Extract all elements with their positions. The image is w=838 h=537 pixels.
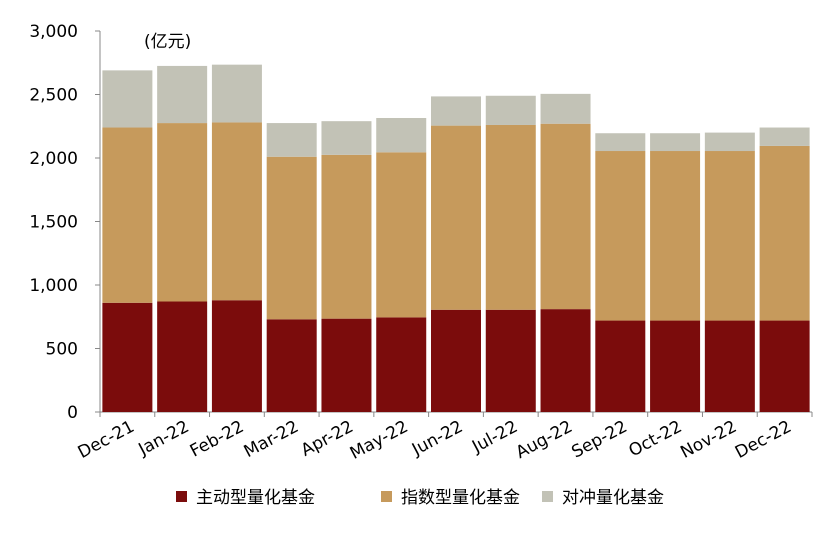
legend-label: 主动型量化基金	[196, 488, 315, 508]
x-tick-label: Jun-22	[408, 417, 466, 461]
bar-segment	[431, 309, 481, 412]
bar-segment	[540, 123, 591, 310]
x-tick-label: Oct-22	[626, 417, 686, 461]
x-tick-label: Dec-22	[732, 417, 795, 463]
bar-segment	[321, 318, 372, 412]
bar-segment	[157, 65, 208, 124]
bar-segment	[211, 64, 262, 123]
bars	[102, 64, 810, 412]
legend-swatch	[542, 491, 553, 502]
bar-segment	[595, 151, 646, 321]
y-tick-labels: 0 500 1,000 1,500 2,000 2,500 3,000	[29, 22, 78, 423]
bar-segment	[376, 152, 427, 318]
x-tick-label: Jul-22	[468, 417, 521, 458]
bar-segment	[266, 123, 317, 157]
legend-swatch	[381, 491, 392, 502]
bar-segment	[650, 151, 701, 321]
bar-segment	[650, 320, 701, 412]
bar-segment	[157, 123, 208, 302]
y-tick-label: 1,000	[29, 276, 78, 296]
x-tick-label: Nov-22	[677, 417, 740, 463]
y-tick-label: 3,000	[29, 22, 78, 42]
x-tick-label: Mar-22	[241, 417, 302, 462]
x-tick-label: May-22	[347, 417, 412, 464]
x-tick-label: Feb-22	[187, 417, 247, 462]
x-tick-label: Jan-22	[135, 417, 193, 460]
bar-segment	[595, 320, 646, 412]
bar-segment	[376, 117, 427, 153]
bar-segment	[102, 70, 153, 128]
bar-segment	[431, 96, 481, 126]
bar-segment	[376, 317, 427, 412]
x-tick-labels: Dec-21Jan-22Feb-22Mar-22Apr-22May-22Jun-…	[75, 417, 795, 464]
bar-segment	[321, 121, 372, 155]
bar-segment	[266, 156, 317, 320]
x-tick-label: Apr-22	[298, 417, 357, 461]
legend-label: 指数型量化基金	[401, 488, 520, 508]
bar-segment	[540, 309, 591, 412]
y-tick-label: 500	[46, 340, 78, 360]
bar-segment	[431, 125, 481, 310]
x-tick-label: Sep-22	[568, 417, 630, 463]
bar-segment	[211, 122, 262, 301]
bar-segment	[102, 302, 153, 412]
unit-label: (亿元)	[144, 32, 191, 52]
bar-segment	[704, 151, 755, 321]
bar-segment	[759, 127, 810, 146]
y-tick-label: 1,500	[29, 213, 78, 233]
y-tick-label: 0	[67, 403, 78, 423]
bar-segment	[485, 309, 536, 412]
bar-segment	[650, 133, 701, 152]
legend-swatch	[176, 491, 187, 502]
bar-segment	[759, 320, 810, 412]
legend-label: 对冲量化基金	[562, 488, 664, 508]
bar-segment	[485, 95, 536, 125]
bar-segment	[266, 319, 317, 412]
bar-segment	[157, 301, 208, 412]
x-tick-label: Dec-21	[75, 417, 138, 463]
bar-segment	[540, 93, 591, 124]
legend: 主动型量化基金 指数型量化基金 对冲量化基金	[176, 488, 664, 508]
bar-segment	[759, 145, 810, 321]
bar-segment	[485, 124, 536, 310]
y-tick-label: 2,500	[29, 86, 78, 106]
bar-segment	[211, 300, 262, 412]
bar-segment	[704, 132, 755, 152]
y-tick-label: 2,000	[29, 149, 78, 169]
bar-segment	[704, 320, 755, 412]
bar-segment	[102, 127, 153, 303]
bar-segment	[321, 154, 372, 319]
x-tick-label: Aug-22	[513, 417, 576, 463]
bar-segment	[595, 133, 646, 152]
